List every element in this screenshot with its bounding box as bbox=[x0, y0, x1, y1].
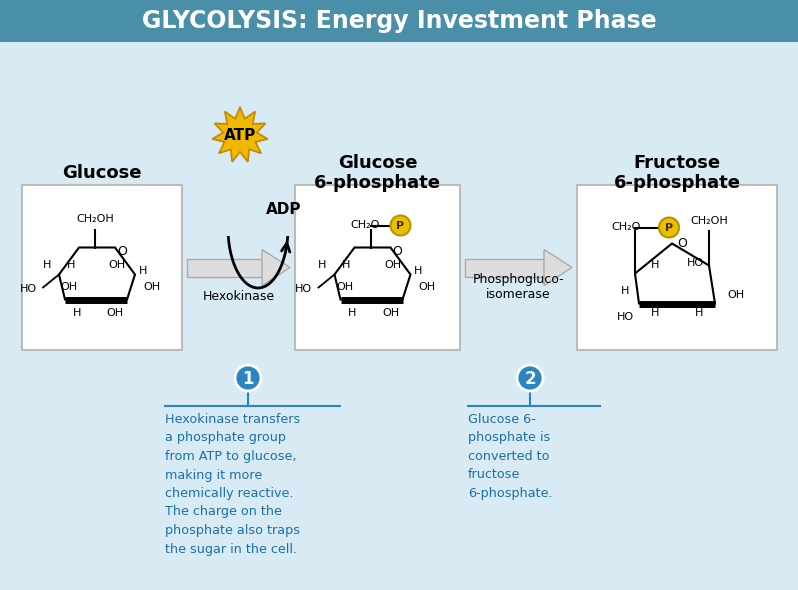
Text: H: H bbox=[73, 307, 81, 317]
FancyBboxPatch shape bbox=[22, 185, 182, 350]
Text: OH: OH bbox=[143, 283, 160, 293]
Circle shape bbox=[517, 365, 543, 391]
Polygon shape bbox=[262, 250, 290, 286]
Text: H: H bbox=[318, 261, 326, 270]
Text: 1: 1 bbox=[243, 369, 254, 388]
Polygon shape bbox=[544, 250, 572, 286]
Text: CH₂O: CH₂O bbox=[611, 222, 640, 232]
Circle shape bbox=[659, 218, 679, 238]
Text: O: O bbox=[677, 237, 687, 250]
Text: Glucose
6-phosphate: Glucose 6-phosphate bbox=[314, 153, 441, 192]
Text: ADP: ADP bbox=[267, 202, 302, 218]
Text: OH: OH bbox=[727, 290, 744, 300]
FancyBboxPatch shape bbox=[577, 185, 777, 350]
Text: H: H bbox=[414, 267, 423, 277]
Text: H: H bbox=[651, 261, 659, 270]
Text: CH₂OH: CH₂OH bbox=[690, 215, 728, 225]
Text: OH: OH bbox=[382, 307, 399, 317]
Text: H: H bbox=[621, 286, 629, 296]
Circle shape bbox=[235, 365, 261, 391]
Text: Hexokinase transfers
a phosphate group
from ATP to glucose,
making it more
chemi: Hexokinase transfers a phosphate group f… bbox=[165, 413, 300, 556]
Text: O: O bbox=[117, 245, 127, 258]
Text: H: H bbox=[342, 261, 350, 270]
Text: H: H bbox=[43, 261, 51, 270]
Text: HO: HO bbox=[20, 284, 37, 294]
Polygon shape bbox=[212, 107, 267, 162]
Text: OH: OH bbox=[61, 283, 77, 293]
Text: CH₂O: CH₂O bbox=[350, 219, 380, 230]
Text: H: H bbox=[67, 261, 75, 270]
Text: OH: OH bbox=[106, 307, 124, 317]
Text: Glucose 6-
phosphate is
converted to
fructose
6-phosphate.: Glucose 6- phosphate is converted to fru… bbox=[468, 413, 553, 500]
Text: O: O bbox=[393, 245, 402, 258]
Text: HO: HO bbox=[686, 258, 704, 268]
Text: Hexokinase: Hexokinase bbox=[203, 290, 275, 303]
Text: Glucose: Glucose bbox=[62, 164, 142, 182]
Bar bbox=[187, 258, 262, 277]
Text: HO: HO bbox=[616, 313, 634, 323]
Text: CH₂OH: CH₂OH bbox=[76, 215, 114, 225]
Text: HO: HO bbox=[295, 284, 313, 294]
Text: H: H bbox=[651, 309, 659, 319]
Text: Phosphogluco-
isomerase: Phosphogluco- isomerase bbox=[472, 273, 564, 300]
Bar bbox=[0, 0, 798, 42]
Text: Fructose
6-phosphate: Fructose 6-phosphate bbox=[614, 153, 741, 192]
Text: OH: OH bbox=[418, 283, 436, 293]
Bar bbox=[465, 258, 544, 277]
FancyBboxPatch shape bbox=[295, 185, 460, 350]
Text: H: H bbox=[139, 267, 147, 277]
Text: 2: 2 bbox=[524, 369, 535, 388]
Text: H: H bbox=[348, 307, 357, 317]
Text: OH: OH bbox=[109, 261, 125, 270]
Text: ATP: ATP bbox=[224, 129, 256, 143]
Text: GLYCOLYSIS: Energy Investment Phase: GLYCOLYSIS: Energy Investment Phase bbox=[142, 9, 656, 33]
Text: OH: OH bbox=[336, 283, 353, 293]
Text: OH: OH bbox=[384, 261, 401, 270]
Circle shape bbox=[390, 215, 410, 235]
Text: P: P bbox=[397, 221, 405, 231]
Text: P: P bbox=[665, 223, 673, 233]
Text: H: H bbox=[695, 309, 703, 319]
